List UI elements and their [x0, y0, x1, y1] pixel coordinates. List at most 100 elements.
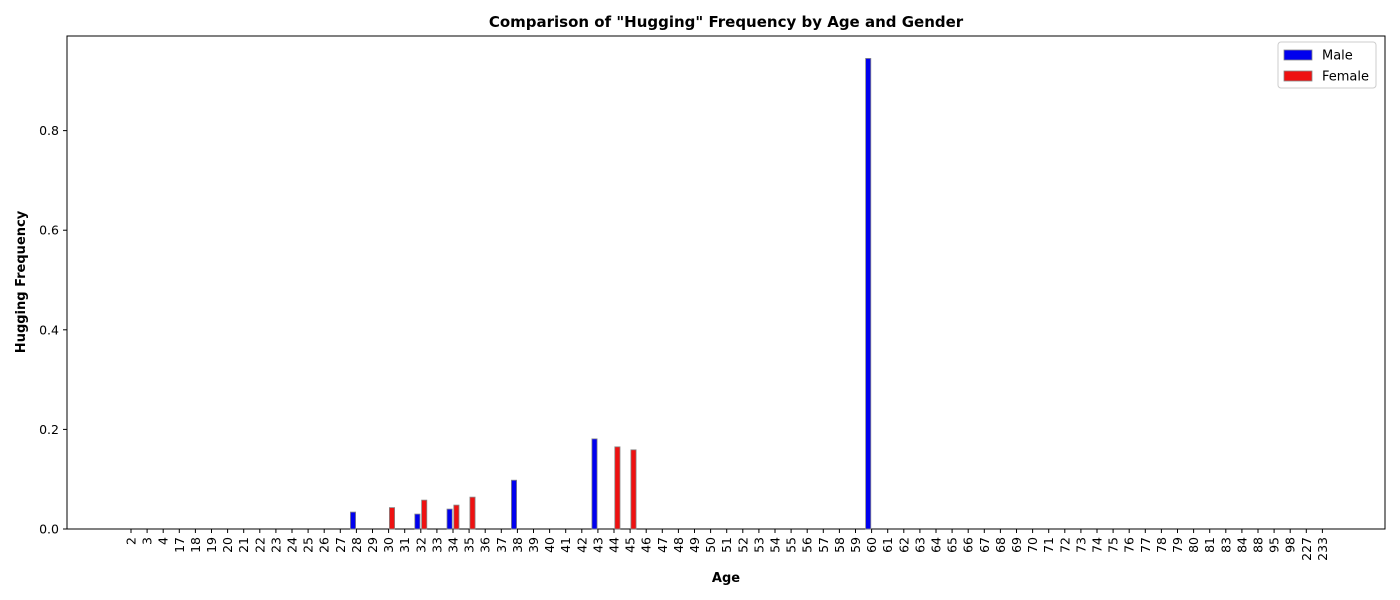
- x-tick-label: 60: [864, 537, 879, 553]
- x-tick-label: 68: [993, 537, 1008, 553]
- bar-female-34: [453, 504, 460, 530]
- legend: Male Female: [1277, 41, 1377, 89]
- x-tick-label: 51: [719, 537, 734, 553]
- x-tick-label: 24: [285, 537, 300, 553]
- x-tick-label: 21: [236, 537, 251, 553]
- x-tick-label: 83: [1218, 537, 1233, 553]
- y-tick-label: 0.0: [39, 522, 59, 537]
- x-tick-label: 3: [140, 537, 155, 545]
- bar-male-60: [865, 58, 872, 530]
- plot-frame: [66, 35, 1386, 530]
- x-tick-label: 23: [268, 537, 283, 553]
- x-tick-label: 88: [1251, 537, 1266, 553]
- x-tick-label: 4: [156, 537, 171, 545]
- y-axis-label: Hugging Frequency: [14, 210, 29, 353]
- x-tick-label: 78: [1154, 537, 1169, 553]
- legend-label-female: Female: [1322, 70, 1369, 85]
- x-tick-label: 44: [607, 537, 622, 553]
- x-tick-label: 48: [671, 537, 686, 553]
- x-tick-label: 64: [929, 537, 944, 553]
- x-axis-label: Age: [712, 571, 740, 586]
- x-tick-label: 56: [800, 537, 815, 553]
- chart-title: Comparison of "Hugging" Frequency by Age…: [489, 13, 964, 31]
- x-tick-label: 30: [381, 537, 396, 553]
- bar-male-32: [414, 513, 421, 530]
- legend-label-male: Male: [1322, 49, 1353, 64]
- x-tick-label: 31: [397, 537, 412, 553]
- x-tick-label: 84: [1234, 537, 1249, 553]
- y-tick-label: 0.8: [39, 123, 59, 138]
- x-tick-label: 77: [1138, 537, 1153, 553]
- x-tick-label: 43: [590, 537, 605, 553]
- x-tick-label: 98: [1283, 537, 1298, 553]
- x-tick-label: 66: [961, 537, 976, 553]
- x-tick-label: 70: [1025, 537, 1040, 553]
- x-tick-label: 36: [478, 537, 493, 553]
- x-tick-label: 61: [880, 537, 895, 553]
- x-tick-label: 26: [317, 537, 332, 553]
- x-tick-label: 2: [124, 537, 139, 545]
- x-tick-label: 80: [1186, 537, 1201, 553]
- y-tick-label: 0.4: [39, 322, 59, 337]
- x-tick-label: 81: [1202, 537, 1217, 553]
- x-tick-label: 59: [848, 537, 863, 553]
- x-tick-label: 38: [510, 537, 525, 553]
- x-tick-label: 35: [462, 537, 477, 553]
- x-tick-label: 29: [365, 537, 380, 553]
- x-tick-label: 74: [1090, 537, 1105, 553]
- x-tick-label: 50: [703, 537, 718, 553]
- x-tick-label: 75: [1106, 537, 1121, 553]
- x-tick-label: 57: [816, 537, 831, 553]
- x-tick-label: 18: [188, 537, 203, 553]
- x-tick-label: 46: [639, 537, 654, 553]
- x-tick-label: 233: [1315, 537, 1330, 561]
- bar-male-28: [349, 511, 356, 530]
- bar-female-32: [421, 499, 428, 530]
- x-tick-label: 76: [1122, 537, 1137, 553]
- bar-female-30: [388, 507, 395, 530]
- x-tick-label: 20: [220, 537, 235, 553]
- y-tick-label: 0.2: [39, 422, 59, 437]
- x-tick-label: 52: [735, 537, 750, 553]
- x-tick-label: 71: [1041, 537, 1056, 553]
- x-tick-label: 41: [558, 537, 573, 553]
- x-tick-label: 42: [574, 537, 589, 553]
- x-tick-label: 19: [204, 537, 219, 553]
- x-tick-label: 69: [1009, 537, 1024, 553]
- x-tick-label: 73: [1073, 537, 1088, 553]
- x-tick-label: 49: [687, 537, 702, 553]
- bar-female-44: [614, 446, 621, 530]
- x-tick-label: 45: [623, 537, 638, 553]
- x-tick-label: 67: [977, 537, 992, 553]
- x-tick-label: 58: [832, 537, 847, 553]
- x-tick-label: 53: [751, 537, 766, 553]
- legend-swatch-female: [1283, 70, 1313, 82]
- bar-female-45: [630, 449, 637, 530]
- bar-female-35: [469, 496, 476, 530]
- bar-male-38: [510, 479, 517, 530]
- x-tick-label: 54: [768, 537, 783, 553]
- x-tick-label: 227: [1299, 537, 1314, 561]
- x-tick-label: 32: [413, 537, 428, 553]
- x-tick-label: 34: [446, 537, 461, 553]
- x-tick-label: 37: [494, 537, 509, 553]
- x-tick-label: 95: [1267, 537, 1282, 553]
- x-tick-label: 22: [252, 537, 267, 553]
- x-tick-label: 62: [896, 537, 911, 553]
- x-tick-label: 65: [945, 537, 960, 553]
- x-tick-label: 79: [1170, 537, 1185, 553]
- x-tick-label: 17: [172, 537, 187, 553]
- bar-male-43: [591, 438, 598, 530]
- bar-male-34: [446, 508, 453, 530]
- x-tick-label: 28: [349, 537, 364, 553]
- x-tick-label: 25: [301, 537, 316, 553]
- x-tick-label: 40: [542, 537, 557, 553]
- x-tick-label: 27: [333, 537, 348, 553]
- plot-area: 0.00.20.40.60.82 3 4 17 18 19 20 21 22 23 24 25 26 27…: [39, 35, 1386, 561]
- y-tick-label: 0.6: [39, 223, 59, 238]
- x-tick-label: 63: [912, 537, 927, 553]
- legend-swatch-male: [1283, 49, 1313, 61]
- x-tick-label: 33: [429, 537, 444, 553]
- x-tick-label: 47: [655, 537, 670, 553]
